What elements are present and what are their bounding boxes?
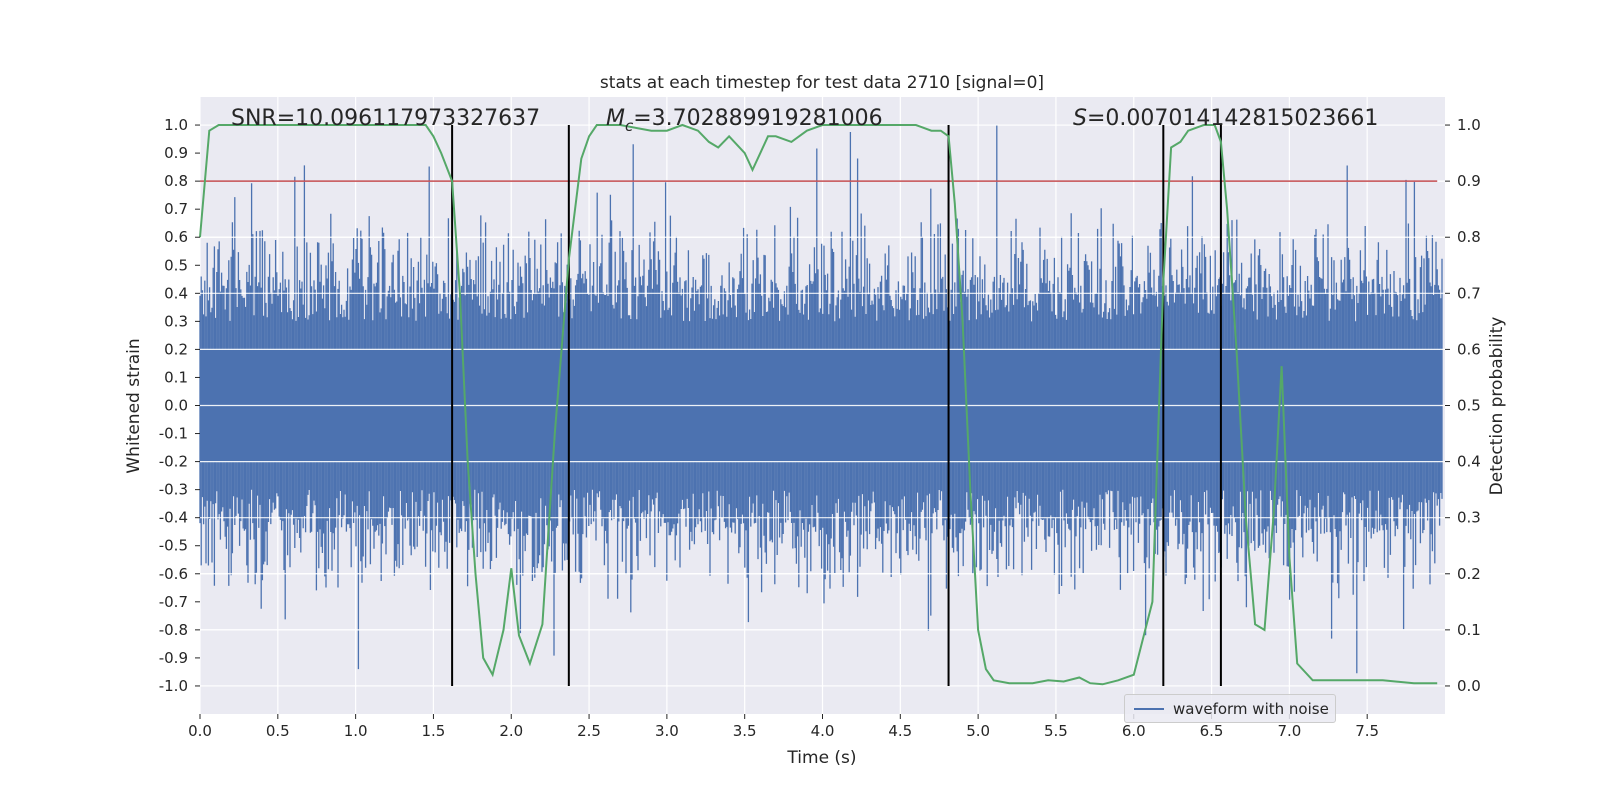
- x-tick-label: 5.5: [1044, 722, 1068, 740]
- x-axis-label: Time (s): [786, 748, 856, 768]
- y-tick-label: -0.5: [159, 537, 188, 555]
- y2-axis-label: Detection probability: [1487, 317, 1507, 496]
- y2-tick-label: 0.4: [1457, 453, 1481, 471]
- legend: waveform with noise: [1124, 694, 1336, 723]
- y-tick-label: -0.6: [159, 565, 188, 583]
- chart-title: stats at each timestep for test data 271…: [600, 73, 1044, 93]
- y-tick-label: 0.9: [164, 144, 188, 162]
- y-tick-label: 0.5: [164, 256, 188, 274]
- x-tick-label: 2.5: [577, 722, 601, 740]
- y2-tick-label: 0.2: [1457, 565, 1481, 583]
- legend-label: waveform with noise: [1173, 700, 1329, 718]
- y-tick-label: -0.3: [159, 481, 188, 499]
- y2-tick-label: 0.6: [1457, 340, 1481, 358]
- snr-annotation: SNR=10.096117973327637: [231, 106, 540, 131]
- y2-tick-label: 0.5: [1457, 397, 1481, 415]
- chirp-mass-value: =3.702889919281006: [633, 106, 882, 131]
- y-tick-label: 0.3: [164, 312, 188, 330]
- x-tick-label: 6.0: [1122, 722, 1146, 740]
- y2-tick-label: 0.9: [1457, 172, 1481, 190]
- x-tick-label: 3.5: [733, 722, 757, 740]
- y-tick-label: 0.0: [164, 397, 188, 415]
- x-tick-label: 0.0: [188, 722, 212, 740]
- y-tick-label: -0.7: [159, 593, 188, 611]
- chirp-mass-annotation: Mc=3.702889919281006: [606, 106, 883, 135]
- x-tick-label: 5.0: [966, 722, 990, 740]
- legend-swatch: [1134, 708, 1164, 710]
- y-tick-label: -0.2: [159, 453, 188, 471]
- y-tick-label: 0.4: [164, 284, 188, 302]
- s-symbol: S: [1073, 106, 1087, 131]
- y-tick-label: 0.7: [164, 200, 188, 218]
- s-annotation: S=0.007014142815023661: [1073, 106, 1378, 131]
- x-tick-label: 7.0: [1277, 722, 1301, 740]
- y-tick-label: -0.1: [159, 425, 188, 443]
- overlays: [199, 123, 1438, 686]
- x-tick-label: 2.0: [499, 722, 523, 740]
- y-tick-label: 0.6: [164, 228, 188, 246]
- y2-tick-label: 1.0: [1457, 116, 1481, 134]
- x-tick-label: 0.5: [266, 722, 290, 740]
- x-tick-label: 1.5: [422, 722, 446, 740]
- y-tick-label: 0.8: [164, 172, 188, 190]
- x-tick-label: 4.5: [888, 722, 912, 740]
- y-tick-label: -1.0: [159, 677, 188, 695]
- y2-tick-label: 0.8: [1457, 228, 1481, 246]
- chirp-mass-subscript: c: [625, 117, 634, 135]
- y2-tick-label: 0.7: [1457, 284, 1481, 302]
- x-tick-label: 4.0: [811, 722, 835, 740]
- s-value: =0.007014142815023661: [1087, 106, 1378, 131]
- x-tick-label: 1.0: [344, 722, 368, 740]
- x-tick-label: 3.0: [655, 722, 679, 740]
- y2-tick-label: 0.3: [1457, 509, 1481, 527]
- y-axis-label: Whitened strain: [124, 338, 144, 473]
- waveform-with-noise-series: [199, 124, 1445, 687]
- axes: 0.0 0.5 1.0 1.5 2.0 2.5 3.0 3.5 4.0 4.5 5.0 5.5 6.0 6…: [159, 116, 1481, 740]
- x-tick-label: 6.5: [1200, 722, 1224, 740]
- y-tick-label: -0.8: [159, 621, 188, 639]
- x-tick-label: 7.5: [1355, 722, 1379, 740]
- y2-tick-label: 0.1: [1457, 621, 1481, 639]
- y-tick-label: 0.1: [164, 368, 188, 386]
- y2-tick-label: 0.0: [1457, 677, 1481, 695]
- detection-probability-line: [199, 123, 1438, 686]
- y-tick-label: 1.0: [164, 116, 188, 134]
- y-tick-label: -0.4: [159, 509, 188, 527]
- y-tick-label: 0.2: [164, 340, 188, 358]
- y-tick-label: -0.9: [159, 649, 188, 667]
- chirp-mass-symbol: M: [606, 106, 625, 131]
